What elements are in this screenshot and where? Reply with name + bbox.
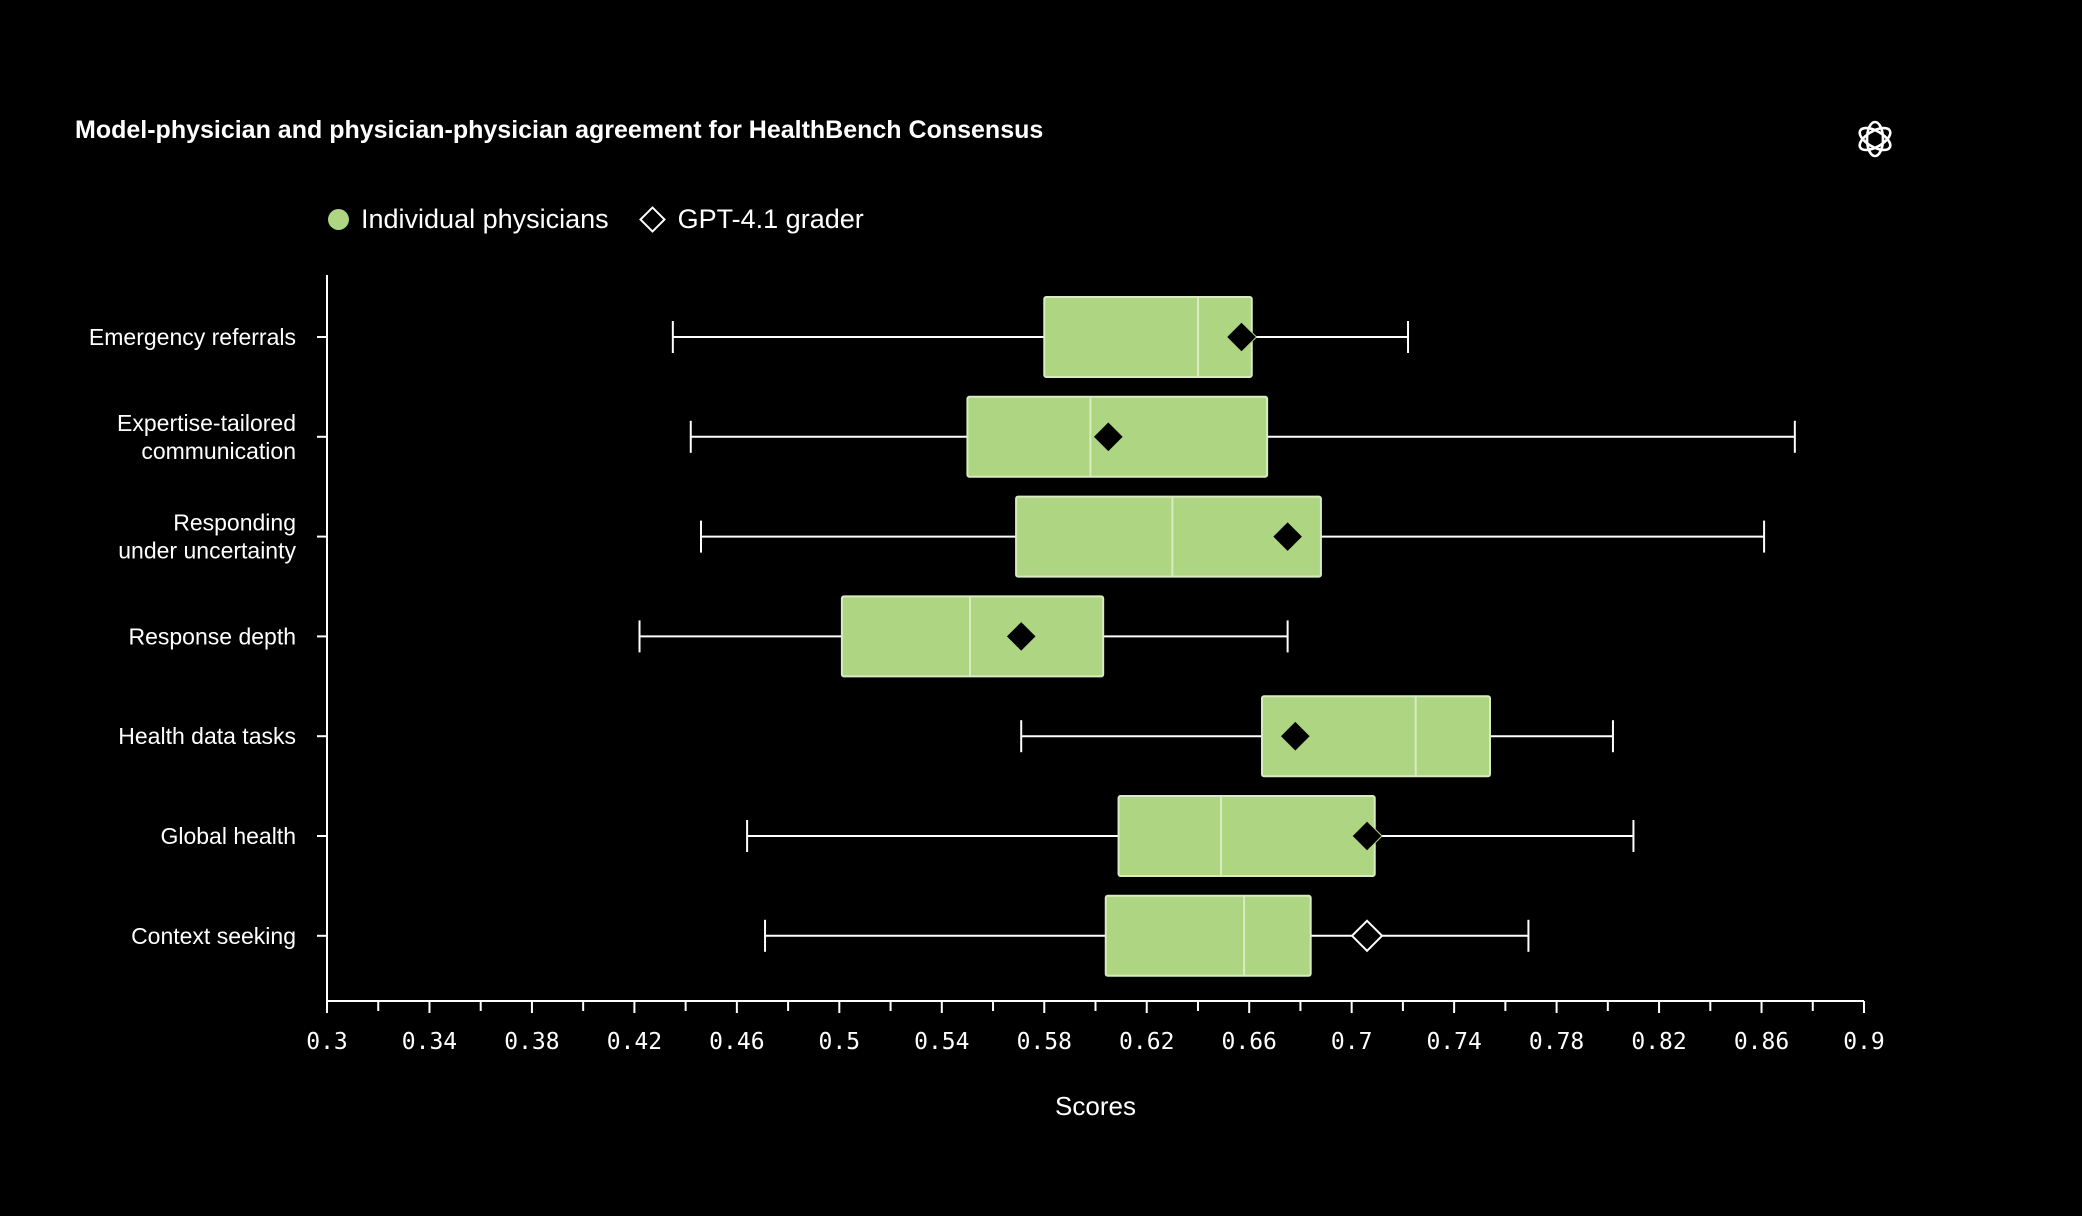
openai-logo-icon xyxy=(1858,120,1892,158)
legend-item-grader: GPT-4.1 grader xyxy=(638,204,864,235)
category-label: Health data tasks xyxy=(118,723,296,749)
x-tick-label: 0.42 xyxy=(607,1029,662,1055)
grader-marker xyxy=(1279,720,1312,752)
legend: Individual physicians GPT-4.1 grader xyxy=(328,204,894,235)
x-axis-title: Scores xyxy=(1055,1091,1136,1121)
category-label: Expertise-tailored xyxy=(117,410,296,436)
iqr-box xyxy=(1117,795,1376,877)
axes: 0.3 0.34 0.38 0.42 0.46 0.5 0.54 0.58 0.62 0.66 0.… xyxy=(306,275,1885,1121)
category-label: Emergency referrals xyxy=(89,324,296,350)
iqr-box xyxy=(1015,495,1322,578)
x-tick-label: 0.58 xyxy=(1017,1029,1072,1055)
category-label: Responding xyxy=(173,510,296,536)
iqr-box xyxy=(840,595,1105,678)
box-row: Context seeking xyxy=(131,894,1530,977)
x-tick-label: 0.3 xyxy=(306,1029,348,1055)
physicians-swatch-icon xyxy=(328,209,349,230)
box-row: Emergency referrals xyxy=(89,296,1410,378)
category-label: communication xyxy=(141,438,296,464)
category-label: Context seeking xyxy=(131,923,296,949)
x-tick-label: 0.34 xyxy=(402,1029,457,1055)
chart-title: Model-physician and physician-physician … xyxy=(75,116,1044,144)
x-tick-label: 0.78 xyxy=(1529,1029,1584,1055)
grader-marker xyxy=(1351,820,1383,852)
grader-marker xyxy=(1350,919,1384,953)
category-label: under uncertainty xyxy=(118,538,296,564)
x-tick-label: 0.74 xyxy=(1426,1029,1481,1055)
x-tick-label: 0.5 xyxy=(819,1029,861,1055)
box-row: Health data tasks xyxy=(118,695,1614,778)
x-tick-label: 0.7 xyxy=(1331,1029,1373,1055)
iqr-box xyxy=(1043,296,1253,378)
iqr-box xyxy=(1261,695,1491,778)
plot-area: Emergency referrals Expertise-tailoredcom… xyxy=(89,296,1796,977)
x-tick-label: 0.38 xyxy=(504,1029,559,1055)
grader-marker xyxy=(1005,620,1037,653)
legend-label-grader: GPT-4.1 grader xyxy=(677,204,864,234)
category-label: Global health xyxy=(160,823,296,849)
legend-item-physicians: Individual physicians xyxy=(328,204,609,235)
x-tick-label: 0.82 xyxy=(1631,1029,1686,1055)
x-tick-label: 0.66 xyxy=(1222,1029,1277,1055)
grader-marker xyxy=(1225,321,1258,353)
box-row: Response depth xyxy=(128,595,1289,678)
grader-marker xyxy=(1092,421,1125,453)
x-tick-label: 0.86 xyxy=(1734,1029,1789,1055)
x-tick-label: 0.62 xyxy=(1119,1029,1174,1055)
box-row: Global health xyxy=(160,795,1635,877)
x-tick-label: 0.54 xyxy=(914,1029,969,1055)
category-label: Response depth xyxy=(128,623,296,649)
legend-label-physicians: Individual physicians xyxy=(361,204,609,234)
grader-marker xyxy=(1271,520,1304,553)
x-tick-label: 0.9 xyxy=(1843,1029,1885,1055)
x-tick-label: 0.46 xyxy=(709,1029,764,1055)
iqr-box xyxy=(1104,894,1312,977)
